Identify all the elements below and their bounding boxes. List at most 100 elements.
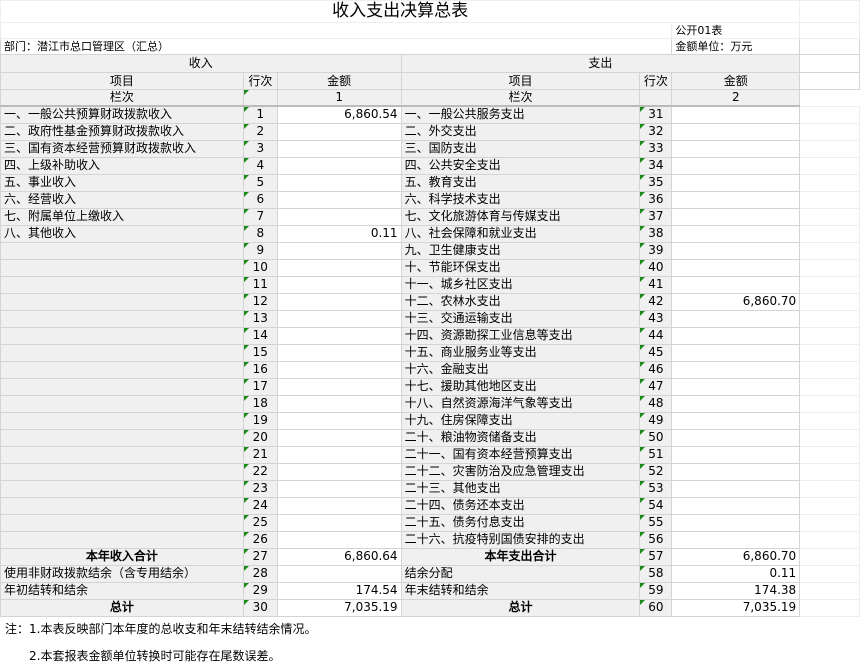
expense-amount[interactable]	[671, 275, 801, 294]
income-line-no[interactable]: 21	[242, 445, 278, 464]
expense-amount[interactable]: 0.11	[671, 564, 801, 583]
income-amount[interactable]	[276, 258, 402, 277]
income-item[interactable]: 使用非财政拨款结余（含专用结余）	[0, 564, 244, 583]
expense-item[interactable]: 十二、农林水支出	[400, 292, 641, 311]
expense-item[interactable]: 五、教育支出	[400, 173, 641, 192]
expense-line-no[interactable]: 38	[639, 224, 673, 243]
income-line-no[interactable]: 6	[242, 190, 278, 209]
expense-line-no[interactable]: 56	[639, 530, 673, 549]
income-item[interactable]	[0, 530, 244, 549]
income-amount[interactable]: 7,035.19	[276, 598, 402, 617]
expense-line-no[interactable]: 46	[639, 360, 673, 379]
income-amount[interactable]	[276, 326, 402, 345]
income-item[interactable]: 五、事业收入	[0, 173, 244, 192]
income-amount[interactable]	[276, 530, 402, 549]
expense-line-no[interactable]: 34	[639, 156, 673, 175]
expense-item[interactable]: 十三、交通运输支出	[400, 309, 641, 328]
expense-item[interactable]: 二十一、国有资本经营预算支出	[400, 445, 641, 464]
expense-amount[interactable]	[671, 360, 801, 379]
income-amount[interactable]	[276, 377, 402, 396]
income-item[interactable]	[0, 462, 244, 481]
income-line-no[interactable]: 23	[242, 479, 278, 498]
income-amount[interactable]	[276, 479, 402, 498]
income-line-no[interactable]: 16	[242, 360, 278, 379]
income-amount[interactable]	[276, 496, 402, 515]
expense-amount[interactable]	[671, 224, 801, 243]
income-item[interactable]	[0, 513, 244, 532]
income-amount[interactable]	[276, 122, 402, 141]
expense-item[interactable]: 结余分配	[400, 564, 641, 583]
expense-item[interactable]: 本年支出合计	[400, 547, 641, 566]
income-item[interactable]	[0, 326, 244, 345]
income-item[interactable]: 总计	[0, 598, 244, 617]
income-line-no[interactable]: 15	[242, 343, 278, 362]
income-line-no[interactable]: 4	[242, 156, 278, 175]
income-amount[interactable]	[276, 173, 402, 192]
income-line-no[interactable]: 29	[242, 581, 278, 600]
expense-line-no[interactable]: 44	[639, 326, 673, 345]
expense-item[interactable]: 二、外交支出	[400, 122, 641, 141]
income-amount[interactable]	[276, 462, 402, 481]
income-line-no[interactable]: 5	[242, 173, 278, 192]
income-item[interactable]	[0, 394, 244, 413]
expense-item[interactable]: 十九、住房保障支出	[400, 411, 641, 430]
income-item[interactable]: 一、一般公共预算财政拨款收入	[0, 105, 244, 124]
expense-line-no[interactable]: 48	[639, 394, 673, 413]
income-item[interactable]	[0, 258, 244, 277]
income-line-no[interactable]: 1	[242, 105, 278, 124]
expense-amount[interactable]	[671, 377, 801, 396]
income-line-no[interactable]: 8	[242, 224, 278, 243]
expense-amount[interactable]	[671, 156, 801, 175]
expense-amount[interactable]: 7,035.19	[671, 598, 801, 617]
income-line-no[interactable]: 9	[242, 241, 278, 260]
expense-line-no[interactable]: 52	[639, 462, 673, 481]
expense-item[interactable]: 八、社会保障和就业支出	[400, 224, 641, 243]
income-amount[interactable]: 174.54	[276, 581, 402, 600]
expense-line-no[interactable]: 40	[639, 258, 673, 277]
income-line-no[interactable]: 20	[242, 428, 278, 447]
expense-amount[interactable]	[671, 258, 801, 277]
expense-amount[interactable]	[671, 394, 801, 413]
expense-amount[interactable]	[671, 530, 801, 549]
expense-item[interactable]: 十一、城乡社区支出	[400, 275, 641, 294]
expense-line-no[interactable]: 39	[639, 241, 673, 260]
expense-line-no[interactable]: 32	[639, 122, 673, 141]
expense-line-no[interactable]: 54	[639, 496, 673, 515]
expense-amount[interactable]	[671, 343, 801, 362]
income-item[interactable]: 年初结转和结余	[0, 581, 244, 600]
expense-amount[interactable]	[671, 173, 801, 192]
expense-line-no[interactable]: 57	[639, 547, 673, 566]
expense-amount[interactable]	[671, 309, 801, 328]
expense-amount[interactable]: 6,860.70	[671, 547, 801, 566]
income-amount[interactable]	[276, 445, 402, 464]
expense-amount[interactable]	[671, 241, 801, 260]
income-amount[interactable]	[276, 513, 402, 532]
income-amount[interactable]	[276, 394, 402, 413]
income-line-no[interactable]: 27	[242, 547, 278, 566]
income-item[interactable]	[0, 343, 244, 362]
expense-line-no[interactable]: 36	[639, 190, 673, 209]
expense-line-no[interactable]: 60	[639, 598, 673, 617]
income-line-no[interactable]: 11	[242, 275, 278, 294]
income-amount[interactable]	[276, 241, 402, 260]
expense-line-no[interactable]: 58	[639, 564, 673, 583]
income-amount[interactable]	[276, 190, 402, 209]
expense-item[interactable]: 十八、自然资源海洋气象等支出	[400, 394, 641, 413]
expense-item[interactable]: 二十五、债务付息支出	[400, 513, 641, 532]
expense-item[interactable]: 年末结转和结余	[400, 581, 641, 600]
income-line-no[interactable]: 7	[242, 207, 278, 226]
income-amount[interactable]: 0.11	[276, 224, 402, 243]
income-item[interactable]	[0, 309, 244, 328]
expense-item[interactable]: 总计	[400, 598, 641, 617]
expense-line-no[interactable]: 53	[639, 479, 673, 498]
income-line-no[interactable]: 22	[242, 462, 278, 481]
expense-line-no[interactable]: 49	[639, 411, 673, 430]
expense-item[interactable]: 九、卫生健康支出	[400, 241, 641, 260]
income-amount[interactable]	[276, 156, 402, 175]
income-line-no[interactable]: 3	[242, 139, 278, 158]
expense-amount[interactable]	[671, 105, 801, 124]
expense-line-no[interactable]: 35	[639, 173, 673, 192]
income-line-no[interactable]: 18	[242, 394, 278, 413]
expense-line-no[interactable]: 47	[639, 377, 673, 396]
expense-amount[interactable]	[671, 496, 801, 515]
